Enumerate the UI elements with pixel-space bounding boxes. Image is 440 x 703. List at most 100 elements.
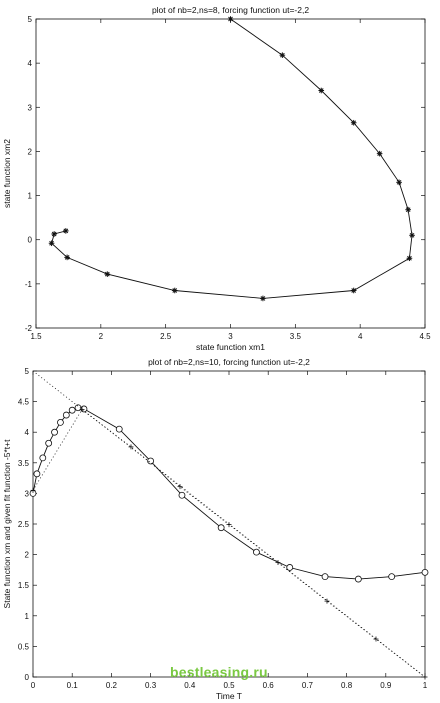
y-tick-label: 0.5	[18, 642, 30, 651]
data-point	[64, 254, 70, 261]
star-marker-d2	[63, 228, 69, 234]
data-point	[57, 419, 64, 426]
y-tick-label: 0	[28, 236, 33, 245]
star-marker-d2	[49, 240, 54, 246]
y-tick-label: 3	[28, 103, 33, 112]
data-point	[39, 454, 47, 462]
y-tick-label: 4	[25, 428, 30, 437]
data-point	[405, 206, 411, 213]
data-point	[51, 428, 58, 436]
series-line-0	[51, 18, 413, 299]
x-tick-label: 0.6	[263, 681, 275, 690]
star-marker-d2	[260, 296, 266, 301]
x-tick-label: 0.5	[223, 681, 235, 690]
x-tick-label: 1	[423, 681, 428, 690]
x-tick-label: 0.1	[67, 681, 79, 690]
star-marker-d2	[407, 255, 412, 261]
data-point	[253, 548, 260, 556]
data-point	[376, 150, 383, 157]
star-marker-d2	[51, 231, 57, 237]
x-tick-label: 4	[358, 332, 363, 341]
x-tick-label: 0	[31, 681, 36, 690]
data-point	[396, 179, 402, 186]
top-plot: 1.5 2 2.5 3 3.5 4 4.5 -2 -1 0 1 2 3 4 5 plot of nb=2,ns…	[2, 5, 431, 352]
x-tick-label: 0.4	[184, 681, 196, 690]
y-tick-label: 1	[28, 192, 33, 201]
y-tick-label: 5	[25, 367, 30, 376]
data-point	[62, 411, 70, 419]
data-point	[422, 674, 428, 680]
data-point	[421, 568, 429, 576]
data-point	[227, 16, 234, 22]
x-tick-label: 1.5	[30, 332, 42, 341]
star-marker-d2	[318, 88, 324, 93]
data-point	[350, 287, 357, 294]
data-point	[406, 255, 413, 262]
data-point	[388, 573, 396, 581]
data-point	[178, 491, 186, 499]
data-point	[354, 575, 362, 583]
data-point	[177, 484, 183, 490]
data-point	[279, 52, 286, 58]
star-marker-d2	[396, 179, 402, 185]
data-point	[373, 636, 379, 642]
plot-frame	[35, 18, 426, 329]
y-axis-label: State function xm and given fit function…	[2, 439, 12, 609]
y-tick-label: 2	[28, 147, 33, 156]
data-point	[30, 487, 36, 493]
y-tick-label: 1	[25, 612, 30, 621]
y-axis-label: state function xm2	[2, 139, 12, 208]
star-marker-d2	[351, 120, 357, 126]
x-axis-label: Time T	[216, 691, 242, 701]
y-tick-label: 3	[25, 489, 30, 498]
chart-title: plot of nb=2,ns=8, forcing function ut=-…	[152, 5, 309, 15]
x-tick-label: 3.5	[290, 332, 302, 341]
x-tick-label: 2	[99, 332, 104, 341]
data-point	[260, 295, 266, 302]
data-point	[217, 524, 225, 532]
data-point	[318, 87, 325, 94]
data-point	[286, 564, 294, 571]
x-tick-label: 0.7	[302, 681, 314, 690]
data-point	[115, 425, 123, 433]
x-tick-label: 0.2	[106, 681, 118, 690]
x-tick-label: 4.5	[419, 332, 431, 341]
data-point	[48, 240, 55, 247]
y-tick-label: 0	[25, 673, 30, 682]
bottom-plot: 0 0.1 0.2 0.3 0.4 0.5 0.6 0.7 0.8 0.9 1 0 0.5 1 1.5 2 2.…	[2, 357, 429, 701]
chart-title: plot of nb=2,ns=10, forcing function ut=…	[148, 357, 310, 367]
watermark-text: bestleasing.ru	[170, 664, 268, 680]
series-line-0	[32, 407, 426, 580]
star-marker-d2	[409, 232, 415, 238]
series-line-1	[32, 409, 426, 678]
data-point	[45, 439, 53, 447]
data-point	[171, 287, 178, 294]
series-line-2	[32, 370, 426, 678]
data-point	[226, 522, 232, 528]
y-tick-label: 4	[28, 59, 33, 68]
star-marker-d2	[172, 288, 178, 293]
x-tick-label: 2.5	[160, 332, 172, 341]
data-point	[409, 232, 415, 239]
x-tick-label: 0.9	[380, 681, 392, 690]
data-point	[104, 271, 111, 277]
y-tick-label: 2.5	[18, 520, 30, 529]
star-marker-d2	[104, 271, 110, 277]
star-marker-d2	[377, 151, 382, 156]
data-point	[324, 598, 330, 604]
y-tick-label: 5	[28, 15, 33, 24]
y-tick-label: 3.5	[18, 459, 30, 468]
x-tick-label: 0.8	[341, 681, 353, 690]
data-point	[147, 457, 155, 465]
data-point	[350, 119, 357, 126]
data-point	[79, 407, 85, 413]
x-tick-label: 0.3	[145, 681, 157, 690]
data-point	[68, 406, 76, 414]
y-tick-label: 1.5	[18, 581, 30, 590]
star-marker-d2	[405, 207, 411, 213]
star-marker-d2	[280, 52, 285, 58]
y-tick-label: -2	[25, 324, 33, 333]
y-tick-label: 2	[25, 551, 30, 560]
data-point	[321, 573, 329, 581]
star-marker-d2	[228, 16, 233, 22]
